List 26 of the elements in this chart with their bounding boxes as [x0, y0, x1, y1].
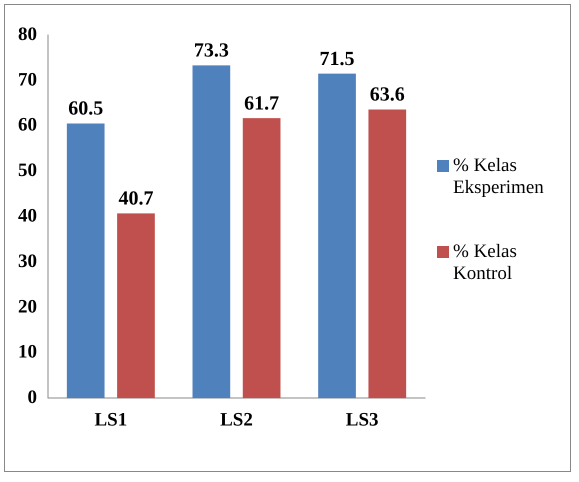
data-label: 40.7: [118, 188, 154, 210]
y-tick-label: 30: [18, 250, 37, 272]
data-label: 61.7: [244, 92, 280, 114]
x-tick-label: LS1: [94, 410, 128, 431]
bar: [117, 213, 155, 398]
data-label: 63.6: [370, 84, 405, 106]
data-label: 71.5: [320, 48, 355, 70]
y-tick-label: 70: [18, 69, 37, 90]
legend-label: % Kelas Eksperimen: [453, 155, 545, 199]
y-tick-label: 10: [18, 342, 37, 363]
y-tick-label: 80: [18, 24, 37, 45]
bar: [66, 124, 105, 398]
bar: [368, 109, 406, 398]
y-tick-label: 0: [28, 387, 37, 408]
x-tick-label: LS3: [346, 410, 379, 431]
y-tick-label: 50: [18, 160, 37, 182]
y-tick-label: 20: [18, 296, 37, 318]
legend-label: % Kelas Kontrol: [453, 241, 518, 285]
x-tick-label: LS2: [220, 410, 253, 431]
bar: [318, 74, 356, 398]
y-tick-label: 60: [18, 114, 37, 136]
bar: [192, 65, 230, 398]
bar: [242, 118, 280, 398]
y-tick-label: 40: [18, 206, 37, 227]
data-label: 73.3: [194, 40, 229, 62]
data-label: 60.5: [68, 98, 104, 120]
